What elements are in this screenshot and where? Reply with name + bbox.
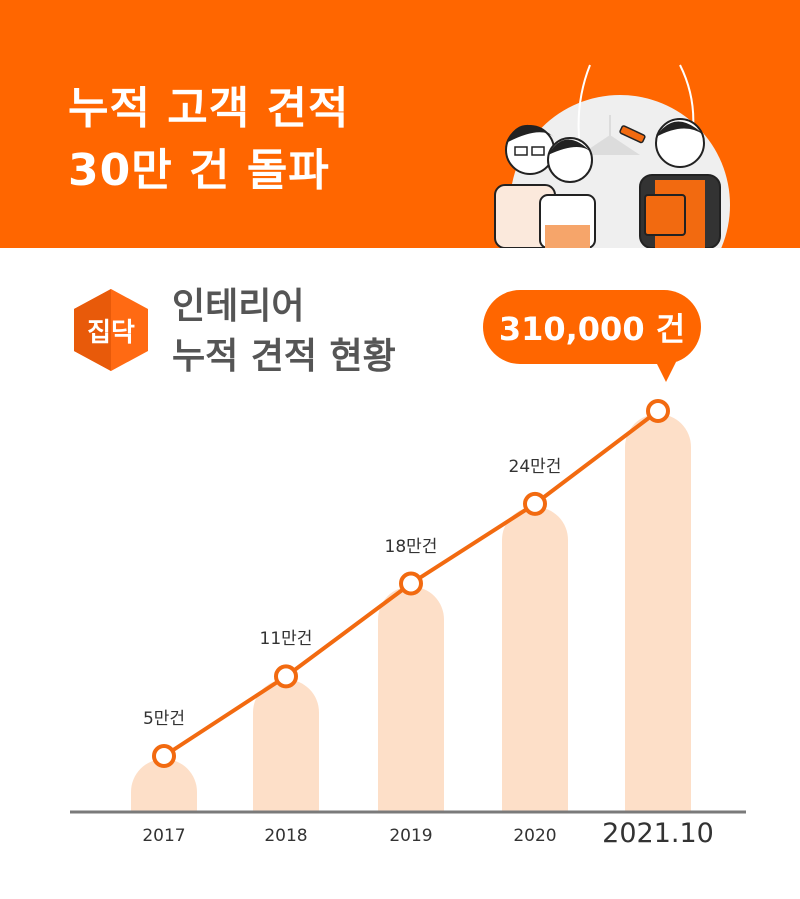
bar <box>131 759 197 811</box>
bar <box>253 679 319 811</box>
headline-line-1: 누적 고객 견적 <box>68 83 350 134</box>
jipdak-logo: 집닥 <box>74 289 148 371</box>
data-value-label: 11만건 <box>259 629 313 650</box>
chart-title-line-1: 인테리어 <box>172 286 305 327</box>
data-point-marker <box>523 491 547 516</box>
data-point-marker <box>152 744 176 768</box>
data-value-label: 5만건 <box>142 709 186 729</box>
bar <box>625 414 691 811</box>
x-tick-label: 2018 <box>264 826 308 846</box>
cumulative-estimate-chart <box>70 399 746 814</box>
chart-title: 인테리어 누적 견적 현황 <box>172 282 396 382</box>
bubble-tail <box>656 362 676 382</box>
headline: 누적 고객 견적 30만 건 돌파 <box>68 78 350 202</box>
x-tick-label: 2020 <box>513 826 557 846</box>
bar <box>502 506 568 811</box>
headline-line-2: 30만 건 돌파 <box>68 145 330 196</box>
data-value-label: 18만건 <box>384 536 438 557</box>
data-point-marker <box>274 664 298 689</box>
svg-text:집닥: 집닥 <box>87 318 135 348</box>
x-tick-label: 2021.10 <box>602 818 714 849</box>
header-banner: 누적 고객 견적 30만 건 돌파 <box>0 0 800 248</box>
data-point-marker <box>399 571 423 596</box>
bar <box>378 586 444 811</box>
data-point-marker <box>646 399 670 423</box>
x-tick-label: 2017 <box>142 826 186 846</box>
x-tick-label: 2019 <box>389 826 433 846</box>
chart-title-line-2: 누적 견적 현황 <box>172 336 396 377</box>
people-illustration <box>494 64 730 248</box>
data-value-label: 24만건 <box>508 456 562 477</box>
total-count-bubble: 310,000 건 <box>483 290 701 364</box>
